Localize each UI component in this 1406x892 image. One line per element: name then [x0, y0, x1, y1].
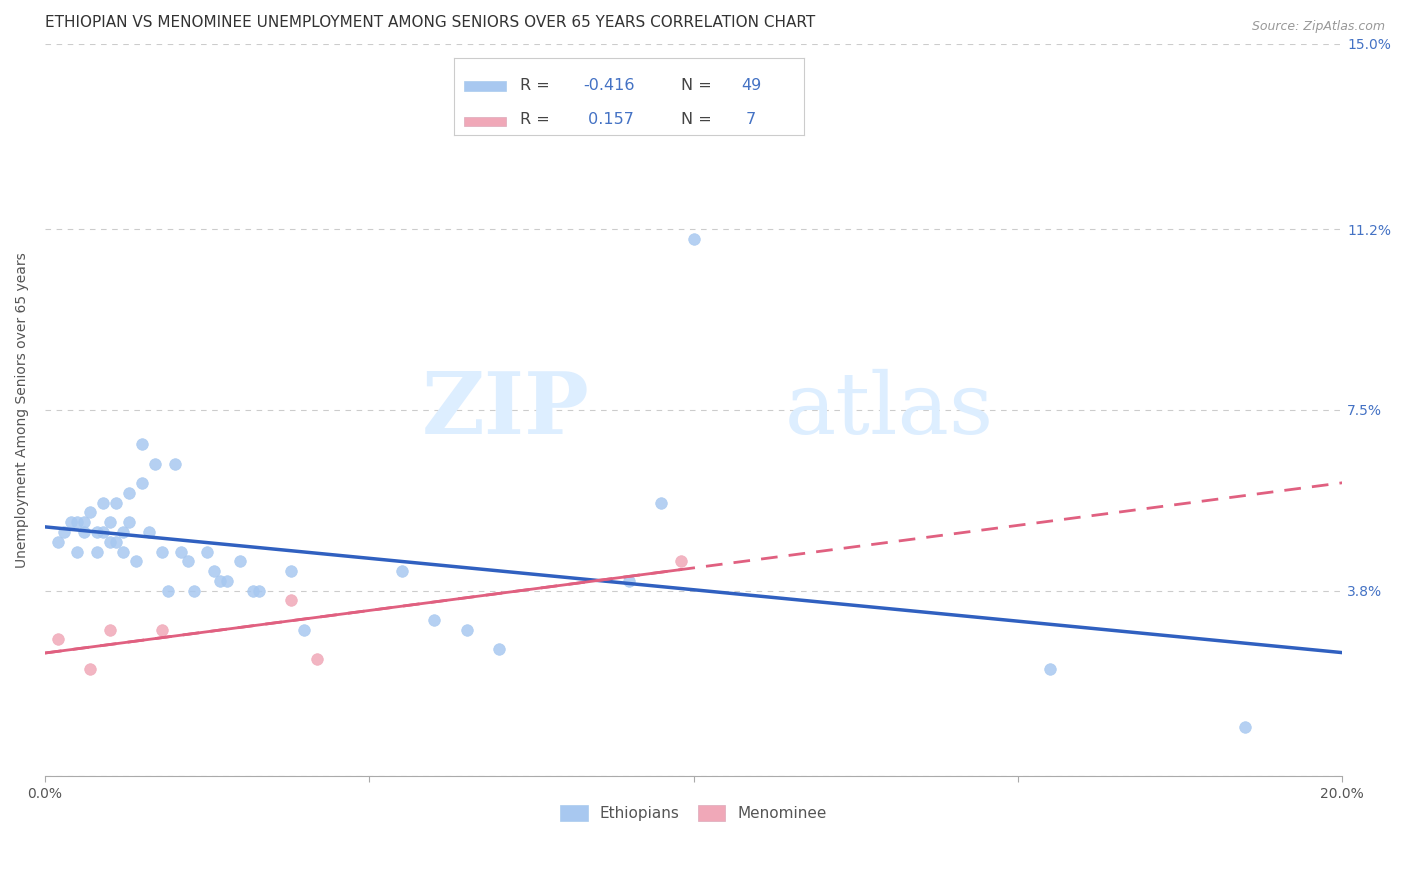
Point: [202, 564, 225, 578]
Text: Source: ZipAtlas.com: Source: ZipAtlas.com: [1251, 20, 1385, 33]
Point: [143, 457, 166, 471]
Point: [294, 623, 316, 637]
Text: atlas: atlas: [785, 368, 994, 451]
Point: [93, 524, 115, 539]
Point: [46, 632, 69, 647]
Point: [73, 515, 96, 529]
Point: [73, 524, 96, 539]
Point: [209, 574, 232, 588]
Point: [66, 515, 89, 529]
Point: [280, 593, 302, 607]
Point: [157, 583, 180, 598]
Point: [105, 534, 128, 549]
Point: [650, 496, 672, 510]
Point: [176, 554, 198, 568]
Point: [150, 544, 173, 558]
Point: [111, 524, 134, 539]
Point: [86, 524, 108, 539]
Point: [131, 437, 153, 451]
Point: [98, 623, 121, 637]
Point: [59, 515, 82, 529]
Point: [307, 652, 329, 666]
Point: [98, 534, 121, 549]
Point: [391, 564, 413, 578]
Text: ETHIOPIAN VS MENOMINEE UNEMPLOYMENT AMONG SENIORS OVER 65 YEARS CORRELATION CHAR: ETHIOPIAN VS MENOMINEE UNEMPLOYMENT AMON…: [45, 15, 815, 30]
Point: [86, 544, 108, 558]
Point: [456, 623, 478, 637]
Point: [150, 623, 173, 637]
Point: [170, 544, 193, 558]
Point: [617, 574, 640, 588]
Point: [118, 515, 141, 529]
Point: [93, 496, 115, 510]
Point: [138, 524, 160, 539]
Point: [215, 574, 238, 588]
Point: [183, 583, 205, 598]
Point: [488, 642, 510, 657]
Point: [53, 524, 76, 539]
Point: [242, 583, 264, 598]
Point: [98, 515, 121, 529]
Point: [1039, 662, 1062, 676]
Point: [247, 583, 270, 598]
Point: [280, 564, 302, 578]
Point: [118, 486, 141, 500]
Point: [46, 534, 69, 549]
Point: [163, 457, 186, 471]
Point: [228, 554, 250, 568]
Legend: Ethiopians, Menominee: Ethiopians, Menominee: [554, 799, 834, 827]
Point: [105, 496, 128, 510]
Point: [125, 554, 148, 568]
Point: [131, 476, 153, 491]
Point: [423, 613, 446, 627]
Text: ZIP: ZIP: [422, 368, 589, 452]
Y-axis label: Unemployment Among Seniors over 65 years: Unemployment Among Seniors over 65 years: [15, 252, 30, 568]
Point: [682, 232, 704, 246]
Point: [79, 662, 101, 676]
Point: [195, 544, 218, 558]
Point: [79, 506, 101, 520]
Point: [66, 544, 89, 558]
Point: [1233, 720, 1256, 734]
Point: [111, 544, 134, 558]
Point: [669, 554, 692, 568]
